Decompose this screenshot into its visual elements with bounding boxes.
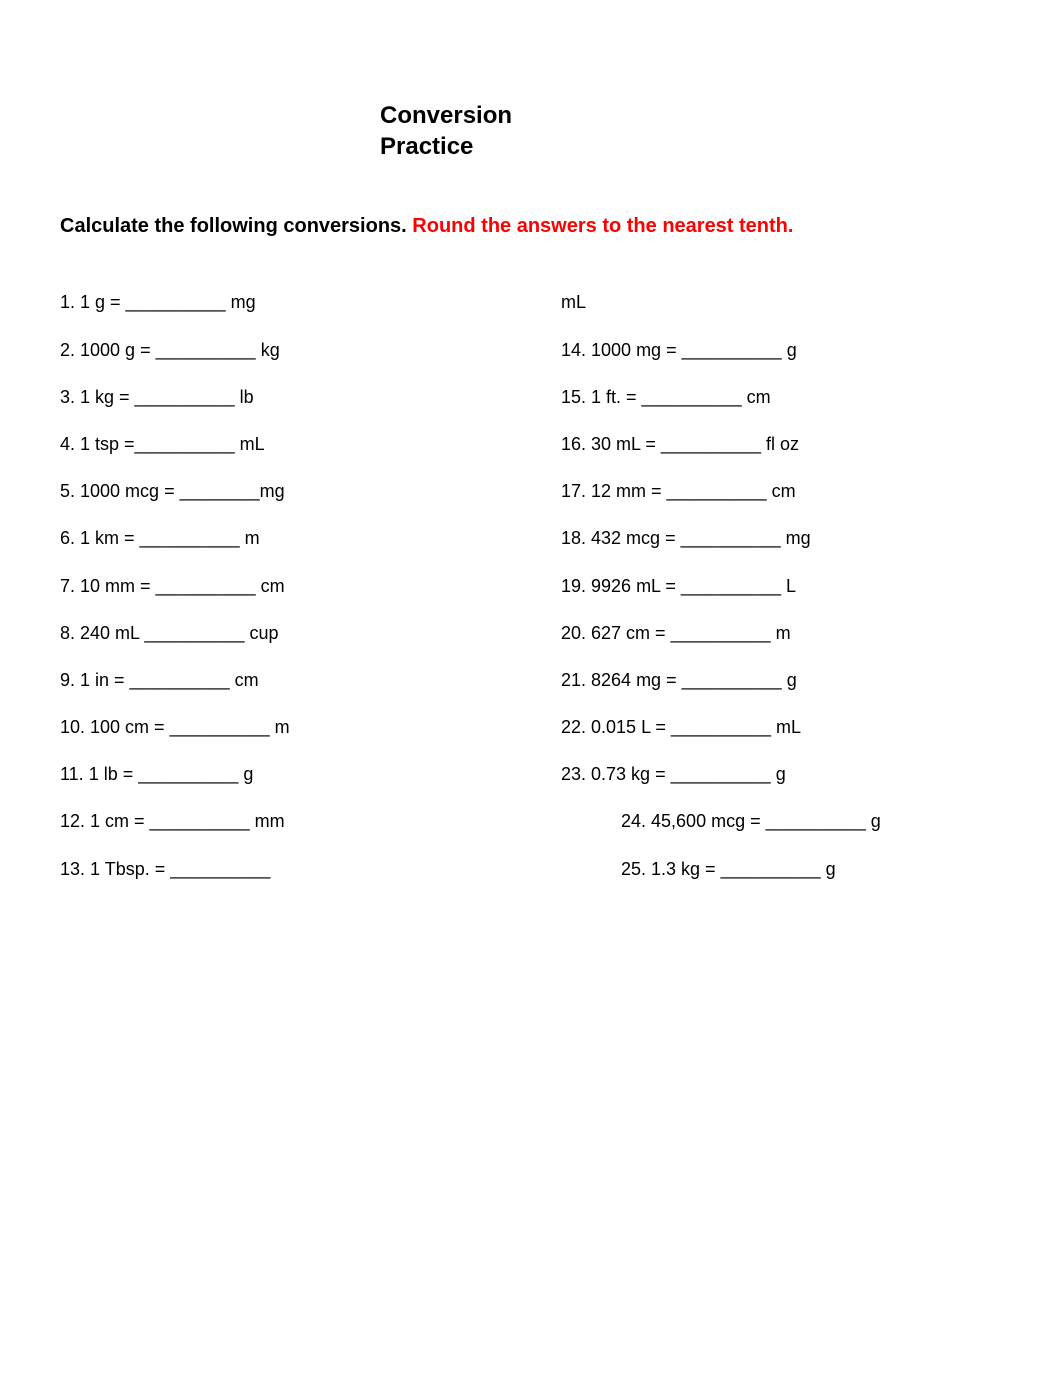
column-1: 1. 1 g = __________ mg 2. 1000 g = _____… — [60, 290, 501, 903]
question-25: 25. 1.3 kg = __________ g — [621, 857, 1002, 882]
question-13-unit: mL — [561, 290, 1002, 315]
question-21: 21. 8264 mg = __________ g — [561, 668, 1002, 693]
title-line-1: Conversion — [380, 100, 1002, 131]
question-2: 2. 1000 g = __________ kg — [60, 338, 501, 363]
question-23: 23. 0.73 kg = __________ g — [561, 762, 1002, 787]
question-17: 17. 12 mm = __________ cm — [561, 479, 1002, 504]
question-11: 11. 1 lb = __________ g — [60, 762, 501, 787]
question-5: 5. 1000 mcg = ________mg — [60, 479, 501, 504]
question-7: 7. 10 mm = __________ cm — [60, 574, 501, 599]
title-container: Conversion Practice — [380, 100, 1002, 162]
question-10: 10. 100 cm = __________ m — [60, 715, 501, 740]
instructions-red: Round the answers to the nearest tenth. — [412, 215, 793, 237]
question-24: 24. 45,600 mcg = __________ g — [621, 809, 1002, 834]
question-13: 13. 1 Tbsp. = __________ — [60, 857, 501, 882]
question-8: 8. 240 mL __________ cup — [60, 621, 501, 646]
question-3: 3. 1 kg = __________ lb — [60, 385, 501, 410]
question-22: 22. 0.015 L = __________ mL — [561, 715, 1002, 740]
question-14: 14. 1000 mg = __________ g — [561, 338, 1002, 363]
column-2: mL 14. 1000 mg = __________ g 15. 1 ft. … — [561, 290, 1002, 903]
question-9: 9. 1 in = __________ cm — [60, 668, 501, 693]
question-20: 20. 627 cm = __________ m — [561, 621, 1002, 646]
question-6: 6. 1 km = __________ m — [60, 526, 501, 551]
question-12: 12. 1 cm = __________ mm — [60, 809, 501, 834]
instructions-black: Calculate the following conversions. — [60, 215, 407, 237]
title-line-2: Practice — [380, 131, 1002, 162]
question-18: 18. 432 mcg = __________ mg — [561, 526, 1002, 551]
question-19: 19. 9926 mL = __________ L — [561, 574, 1002, 599]
instructions: Calculate the following conversions. Rou… — [60, 212, 1002, 240]
question-16: 16. 30 mL = __________ fl oz — [561, 432, 1002, 457]
question-1: 1. 1 g = __________ mg — [60, 290, 501, 315]
question-4: 4. 1 tsp =__________ mL — [60, 432, 501, 457]
columns-container: 1. 1 g = __________ mg 2. 1000 g = _____… — [60, 290, 1002, 903]
question-15: 15. 1 ft. = __________ cm — [561, 385, 1002, 410]
